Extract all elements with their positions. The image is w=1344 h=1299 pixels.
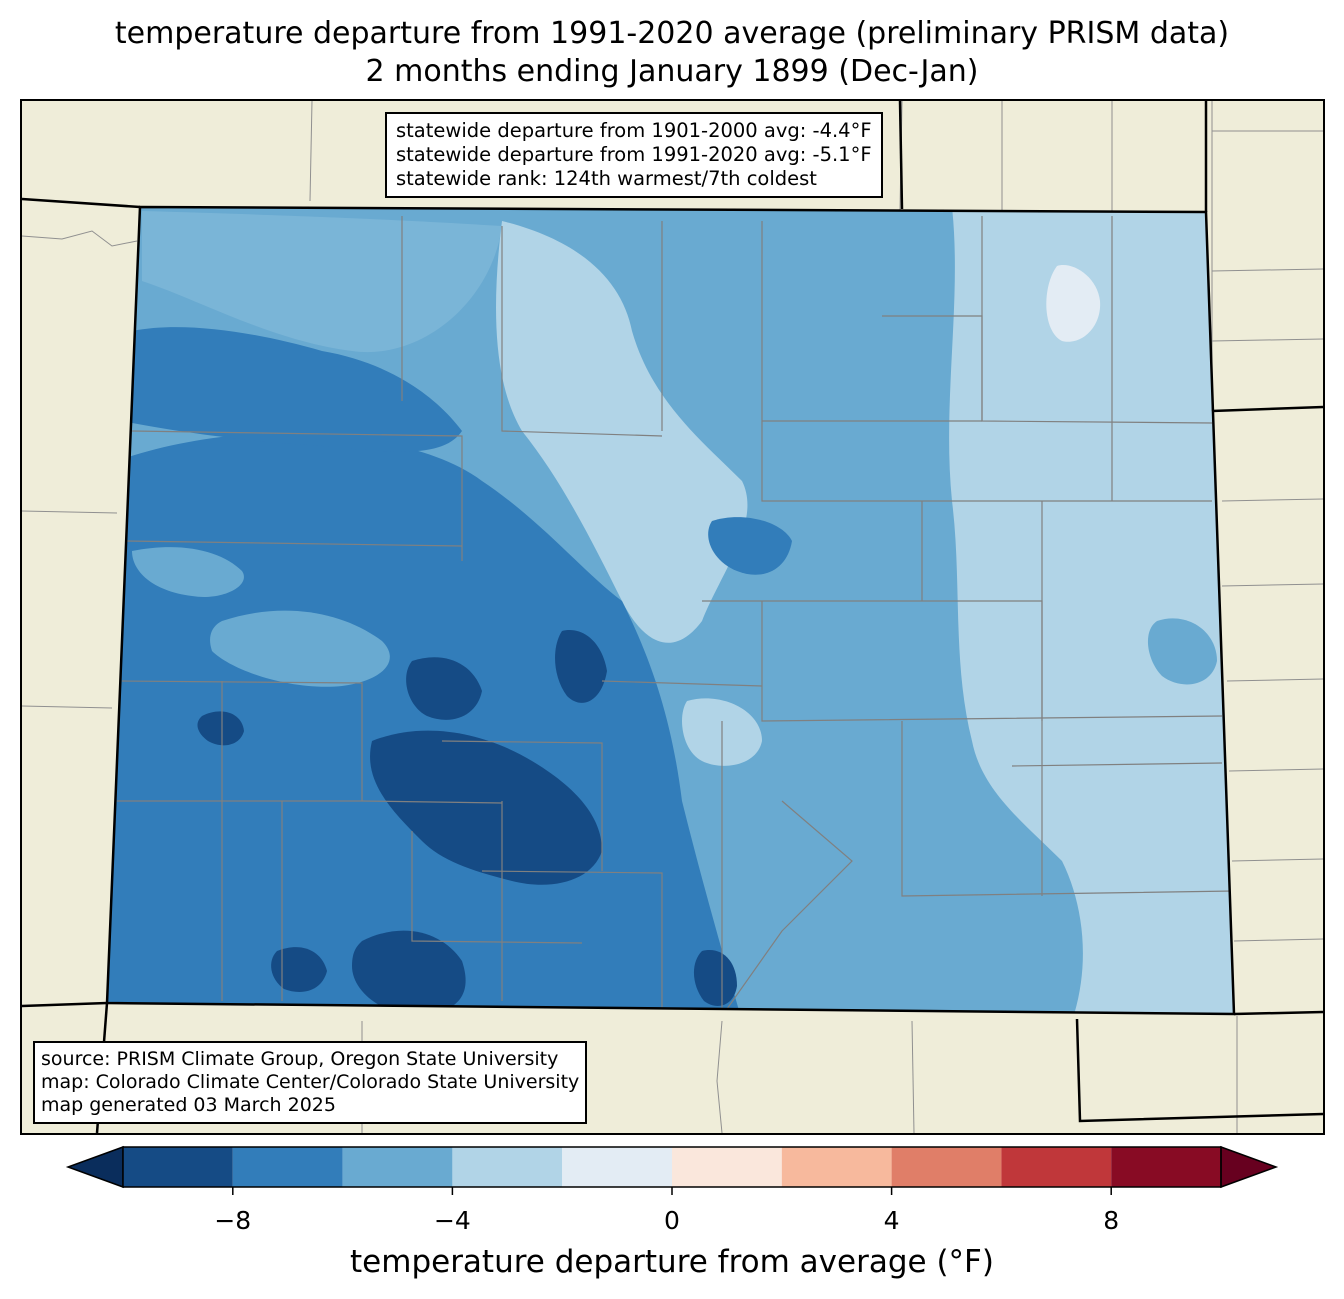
colorbar-bin	[452, 1147, 563, 1187]
colorbar-bin	[1111, 1147, 1221, 1187]
field-core-darkest-2	[352, 930, 466, 1014]
field-northeast-lightest	[1046, 265, 1101, 342]
colorbar-bin	[123, 1147, 233, 1187]
field-northwest-patch	[142, 211, 502, 353]
field-core-darkest-6	[197, 711, 244, 746]
field-core-darkest-4	[555, 630, 607, 703]
credits-map: map: Colorado Climate Center/Colorado St…	[41, 1071, 580, 1093]
field-core-darkest-3	[406, 657, 482, 720]
colorbar-label: temperature departure from average (°F)	[350, 1244, 994, 1280]
map-title-line1: temperature departure from 1991-2020 ave…	[114, 16, 1230, 51]
colorbar-bin	[342, 1147, 453, 1187]
field-northwest-dark	[122, 327, 462, 452]
stats-line-1991-2020: statewide departure from 1991-2020 avg: …	[396, 143, 872, 166]
colorbar-tick-label: 4	[884, 1206, 900, 1235]
county-lines	[117, 216, 1234, 1014]
colorbar-bin	[672, 1147, 782, 1187]
colorbar-tick-label: −4	[434, 1206, 471, 1235]
field-north-light	[496, 221, 748, 643]
colorbar-bin	[232, 1147, 343, 1187]
field-core-darkest-1	[370, 730, 602, 885]
colorbar-ticks: −8 −4 0 4 8	[214, 1187, 1119, 1235]
field-east-light	[949, 207, 1234, 1014]
colorbar-over-extension	[1220, 1145, 1279, 1189]
field-east-dark-patch	[708, 517, 792, 575]
colorbar-bin	[1001, 1147, 1112, 1187]
colorbar-bin	[781, 1147, 892, 1187]
state-borders	[22, 101, 1323, 1133]
colorbar: −8 −4 0 4 8	[65, 1145, 1279, 1235]
map-panel: statewide departure from 1901-2000 avg: …	[20, 99, 1325, 1135]
map-title-line2: 2 months ending January 1899 (Dec-Jan)	[365, 54, 979, 89]
colorado-map	[22, 101, 1323, 1133]
credits-generated: map generated 03 March 2025	[41, 1094, 336, 1116]
colorbar-tick-label: 0	[664, 1206, 680, 1235]
statewide-stats-box: statewide departure from 1901-2000 avg: …	[385, 112, 883, 198]
temperature-field	[107, 207, 1234, 1014]
field-east-patch	[1147, 618, 1217, 685]
colorbar-tick-label: −8	[214, 1206, 251, 1235]
colorbar-under-extension	[65, 1145, 124, 1189]
field-core-darkest-5	[271, 947, 327, 992]
field-west-mid	[210, 610, 390, 687]
colorbar-bins	[65, 1145, 1279, 1189]
stats-line-1901-2000: statewide departure from 1901-2000 avg: …	[396, 119, 872, 142]
field-west-mid2	[132, 547, 244, 597]
field-core-darkest-7	[693, 950, 737, 1006]
credits-box: source: PRISM Climate Group, Oregon Stat…	[33, 1041, 588, 1124]
stats-line-rank: statewide rank: 124th warmest/7th coldes…	[396, 167, 817, 190]
colorbar-bin	[562, 1147, 672, 1187]
colorbar-bin	[891, 1147, 1002, 1187]
colorbar-tick-label: 8	[1103, 1206, 1119, 1235]
credits-source: source: PRISM Climate Group, Oregon Stat…	[41, 1048, 559, 1070]
